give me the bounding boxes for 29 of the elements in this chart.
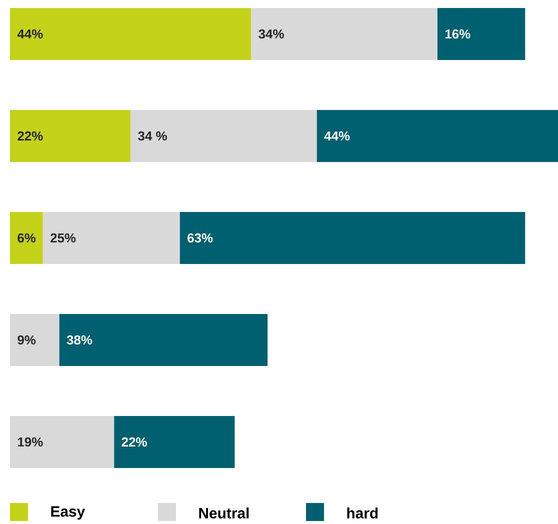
bar <box>130 110 317 162</box>
data-label: 34 % <box>138 131 167 141</box>
data-label: 34% <box>258 29 284 39</box>
data-label: 16% <box>445 29 470 39</box>
data-label: 44% <box>324 131 350 141</box>
bar <box>114 416 235 468</box>
bar <box>10 110 131 162</box>
data-label: 9% <box>18 335 36 345</box>
data-label: 19% <box>18 437 43 447</box>
bar <box>437 8 526 60</box>
data-label: 22% <box>18 131 43 141</box>
data-label: 6% <box>18 233 36 243</box>
bar <box>10 8 252 60</box>
bar <box>42 212 180 264</box>
data-label: 25% <box>50 233 76 243</box>
bar <box>10 416 114 468</box>
legend-label: hard <box>347 508 378 518</box>
bar <box>316 110 558 162</box>
bar <box>10 212 43 264</box>
legend-label: Neutral <box>199 508 249 518</box>
bar <box>251 8 438 60</box>
bar <box>10 314 60 366</box>
data-label: 63% <box>188 233 213 243</box>
bar <box>59 314 268 366</box>
bar <box>180 212 526 264</box>
data-label: 22% <box>122 437 147 447</box>
data-label: 38% <box>66 335 92 345</box>
data-label: 44% <box>17 29 43 39</box>
legend-label: Easy <box>51 506 86 520</box>
